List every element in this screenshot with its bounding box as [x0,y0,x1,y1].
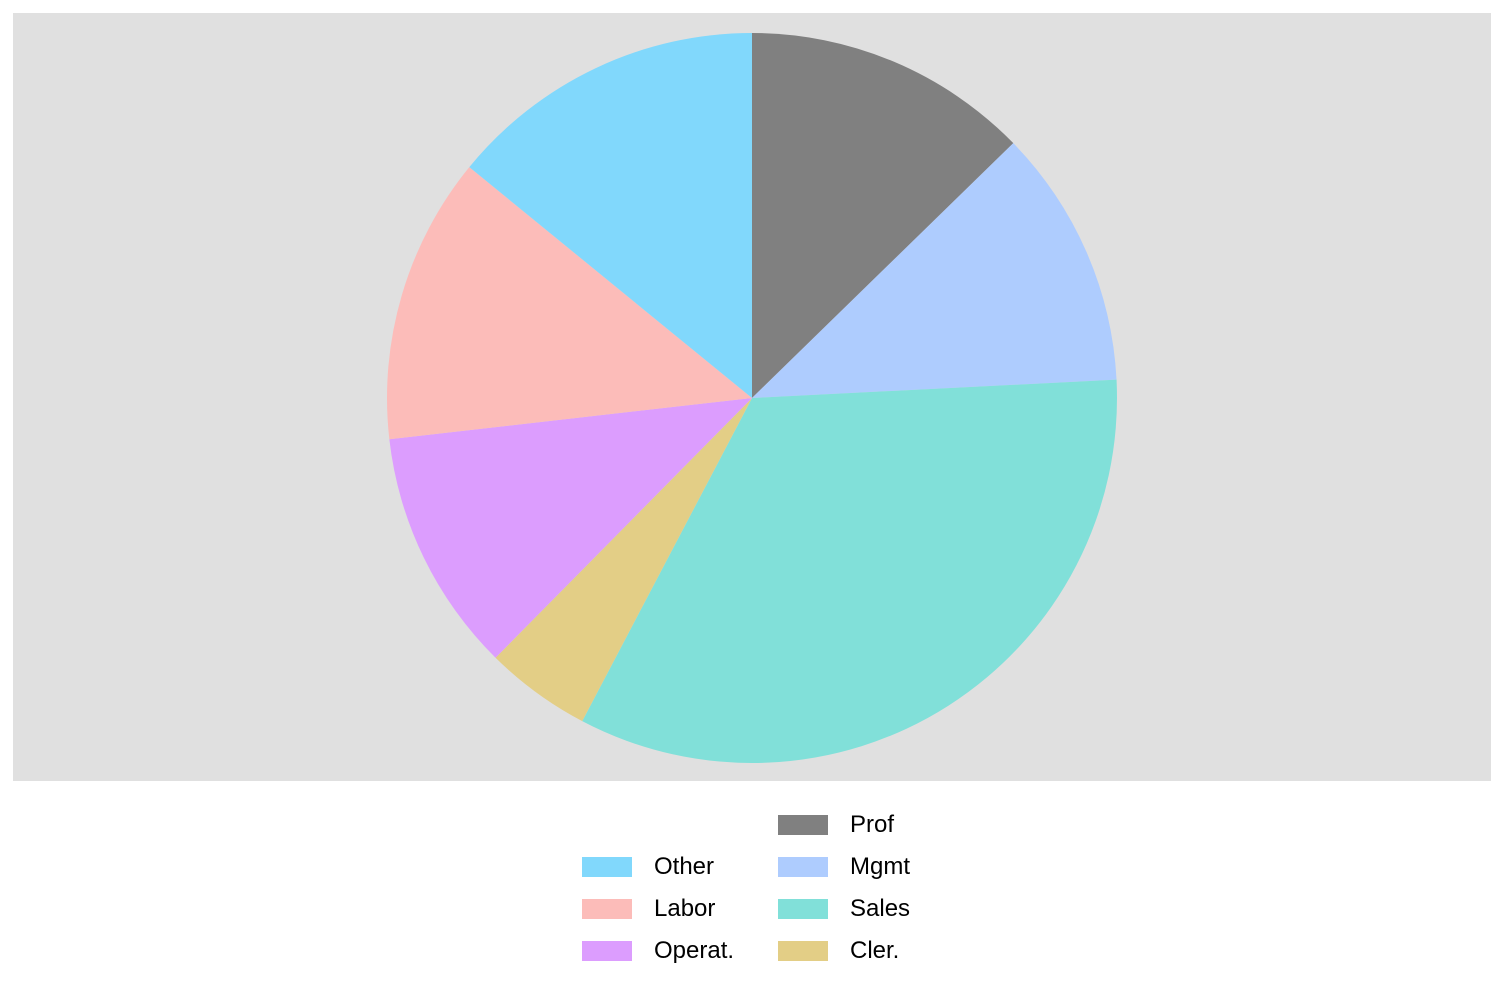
legend-label-prof: Prof [850,811,895,838]
legend-label-cler: Cler. [850,937,900,964]
pie-slice-labor [386,167,752,440]
pie-slice-sales [582,379,1118,764]
legend-swatch-operat [582,941,632,961]
legend-item-other: Other [582,853,715,880]
pie-slice-prof [752,33,1014,398]
legend-item-operat: Operat. [582,937,735,964]
legend-swatch-sales [778,899,828,919]
legend-label-labor: Labor [654,895,716,922]
pie-slice-other [469,33,752,398]
legend-label-other: Other [654,853,715,880]
legend-swatch-mgmt [778,857,828,877]
pie-slice-mgmt [752,143,1117,398]
legend-item-cler: Cler. [778,937,900,964]
chart-panel [13,13,1491,781]
legend-label-sales: Sales [850,895,911,922]
legend-item-mgmt: Mgmt [778,853,910,880]
pie-slices [386,33,1118,764]
legend-item-sales: Sales [778,895,911,922]
legend-label-operat: Operat. [654,937,735,964]
legend-item-prof: Prof [778,811,895,838]
legend-swatch-labor [582,899,632,919]
legend-swatch-other [582,857,632,877]
legend-swatch-cler [778,941,828,961]
pie-chart [13,13,1491,781]
pie-slice-cler [495,398,752,722]
legend-item-labor: Labor [582,895,716,922]
legend-swatch-prof [778,815,828,835]
legend-label-mgmt: Mgmt [850,853,910,880]
pie-slice-operat [389,398,752,658]
